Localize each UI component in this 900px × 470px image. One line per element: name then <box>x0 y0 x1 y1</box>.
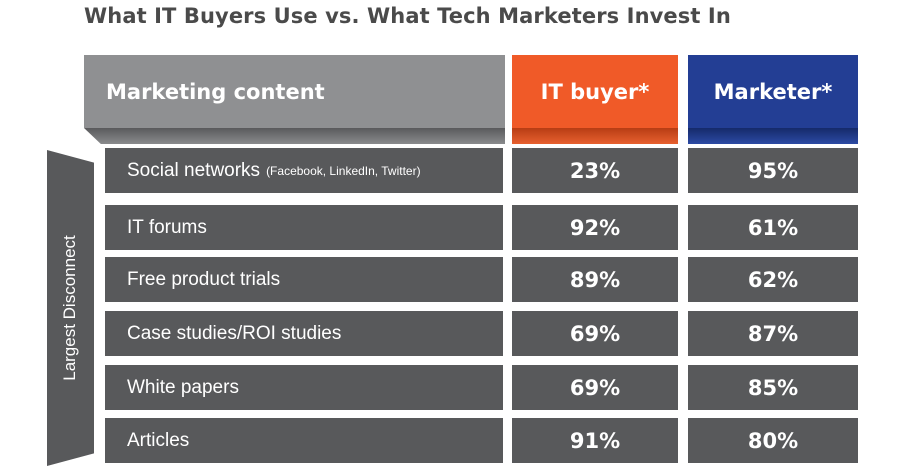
it-buyer-value: 92% <box>512 205 678 250</box>
it-buyer-value: 69% <box>512 311 678 356</box>
row-label-text: IT forums <box>127 216 207 238</box>
marketer-value: 95% <box>688 148 858 193</box>
row-label: Free product trials <box>105 257 503 302</box>
column-header-label: Marketing content <box>84 55 505 128</box>
it-buyer-value: 69% <box>512 365 678 410</box>
row-label-text: Articles <box>127 429 190 451</box>
column-header-label: Marketer* <box>688 55 858 128</box>
side-band <box>47 150 94 466</box>
it-buyer-value: 89% <box>512 257 678 302</box>
marketer-value: 61% <box>688 205 858 250</box>
row-label: White papers <box>105 365 503 410</box>
column-header-label: IT buyer* <box>512 55 678 128</box>
row-label-text: Free product trials <box>127 268 281 290</box>
row-label: Case studies/ROI studies <box>105 311 503 356</box>
column-header-it-buyer: IT buyer* <box>512 55 678 144</box>
chart-title: What IT Buyers Use vs. What Tech Markete… <box>84 4 731 28</box>
side-label: Largest Disconnect <box>60 235 79 381</box>
marketer-value: 85% <box>688 365 858 410</box>
row-label: IT forums <box>105 205 503 250</box>
column-header-marketer: Marketer* <box>688 55 858 144</box>
marketer-value: 87% <box>688 311 858 356</box>
it-buyer-value: 91% <box>512 418 678 463</box>
header-depth-shading <box>84 128 505 144</box>
it-buyer-value: 23% <box>512 148 678 193</box>
marketer-value: 80% <box>688 418 858 463</box>
row-label-note: (Facebook, LinkedIn, Twitter) <box>266 163 421 178</box>
row-label: Articles <box>105 418 503 463</box>
row-label-text: Social networks <box>127 159 261 181</box>
row-label-text: White papers <box>127 376 239 398</box>
header-depth-shading <box>512 128 678 144</box>
row-label-text: Case studies/ROI studies <box>127 322 342 344</box>
column-header-marketing-content: Marketing content <box>84 55 505 144</box>
row-label: Social networks (Facebook, LinkedIn, Twit… <box>105 148 503 193</box>
marketer-value: 62% <box>688 257 858 302</box>
header-depth-shading <box>688 128 858 144</box>
